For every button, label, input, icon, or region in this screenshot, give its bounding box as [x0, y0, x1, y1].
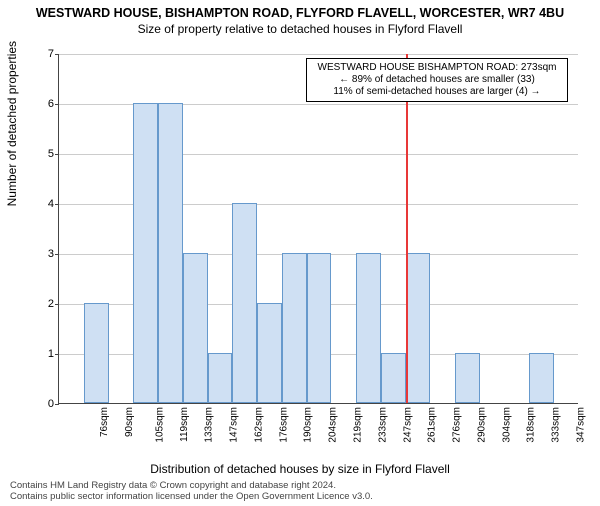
bar [232, 203, 257, 403]
x-tick-label: 105sqm [154, 407, 165, 443]
bar [84, 303, 109, 403]
y-tick-mark [55, 404, 59, 405]
x-tick-label: 147sqm [229, 407, 240, 443]
chart-title-sub: Size of property relative to detached ho… [20, 22, 580, 36]
y-tick-mark [55, 204, 59, 205]
x-tick-label: 290sqm [476, 407, 487, 443]
annotation-line: ← 89% of detached houses are smaller (33… [312, 74, 562, 86]
annotation-line: 11% of semi-detached houses are larger (… [312, 86, 562, 98]
x-axis-label: Distribution of detached houses by size … [0, 462, 600, 476]
bar [257, 303, 282, 403]
x-tick-label: 190sqm [303, 407, 314, 443]
bar [158, 103, 183, 403]
bar [381, 353, 406, 403]
annotation-line: WESTWARD HOUSE BISHAMPTON ROAD: 273sqm [312, 62, 562, 74]
chart-plot-area: 0123456776sqm90sqm105sqm119sqm133sqm147s… [58, 54, 578, 404]
gridline [59, 54, 578, 55]
annotation-box: WESTWARD HOUSE BISHAMPTON ROAD: 273sqm← … [306, 58, 568, 102]
chart-container: WESTWARD HOUSE, BISHAMPTON ROAD, FLYFORD… [0, 6, 600, 506]
bar [208, 353, 233, 403]
x-tick-label: 76sqm [99, 407, 110, 437]
x-tick-label: 176sqm [278, 407, 289, 443]
highlight-marker-line [406, 54, 408, 403]
x-tick-label: 261sqm [427, 407, 438, 443]
x-tick-label: 133sqm [204, 407, 215, 443]
y-tick-mark [55, 154, 59, 155]
y-tick-mark [55, 104, 59, 105]
x-tick-label: 318sqm [526, 407, 537, 443]
bar [307, 253, 332, 403]
x-tick-label: 219sqm [353, 407, 364, 443]
bar [133, 103, 158, 403]
bar [183, 253, 208, 403]
y-tick-mark [55, 54, 59, 55]
bar [356, 253, 381, 403]
x-tick-label: 333sqm [551, 407, 562, 443]
y-tick-mark [55, 354, 59, 355]
x-tick-label: 90sqm [124, 407, 135, 437]
y-tick-mark [55, 304, 59, 305]
x-tick-label: 304sqm [501, 407, 512, 443]
bar [282, 253, 307, 403]
x-tick-label: 347sqm [575, 407, 586, 443]
bar [406, 253, 431, 403]
x-tick-label: 119sqm [179, 407, 190, 442]
x-tick-label: 276sqm [452, 407, 463, 443]
bar [455, 353, 480, 403]
x-tick-label: 162sqm [254, 407, 265, 443]
x-tick-label: 233sqm [377, 407, 388, 443]
bar [529, 353, 554, 403]
y-axis-label: Number of detached properties [5, 41, 19, 206]
chart-title-main: WESTWARD HOUSE, BISHAMPTON ROAD, FLYFORD… [20, 6, 580, 20]
y-tick-mark [55, 254, 59, 255]
x-tick-label: 247sqm [402, 407, 413, 443]
footer-line2: Contains public sector information licen… [10, 492, 373, 503]
x-tick-label: 204sqm [328, 407, 339, 443]
